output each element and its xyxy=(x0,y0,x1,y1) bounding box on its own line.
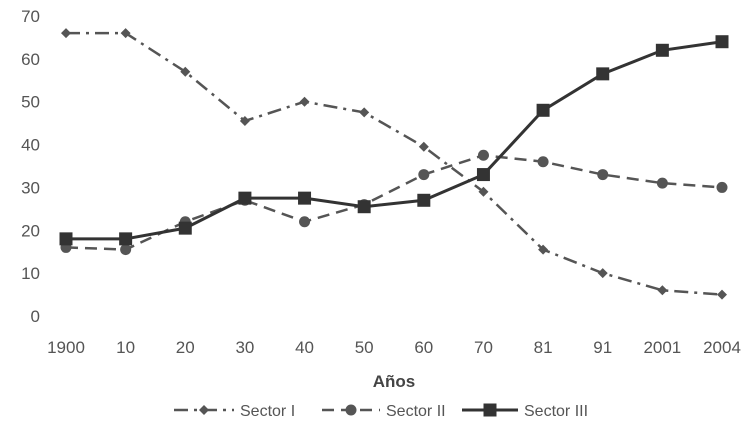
data-point xyxy=(656,177,668,189)
data-point xyxy=(596,67,610,81)
y-tick-label: 10 xyxy=(21,264,40,283)
data-point xyxy=(180,66,191,77)
data-point xyxy=(536,103,550,117)
data-point xyxy=(657,285,668,296)
data-point xyxy=(715,35,729,49)
x-tick-label: 60 xyxy=(414,338,433,357)
data-point xyxy=(178,221,192,235)
x-tick-label: 50 xyxy=(355,338,374,357)
data-point xyxy=(299,216,311,228)
y-tick-label: 40 xyxy=(21,136,40,155)
data-point xyxy=(119,232,133,246)
data-point xyxy=(417,193,431,207)
data-point xyxy=(476,168,490,182)
x-tick-label: 40 xyxy=(295,338,314,357)
data-point xyxy=(655,43,669,57)
x-tick-label: 91 xyxy=(593,338,612,357)
legend-item: Sector I xyxy=(174,403,295,420)
data-point xyxy=(59,232,73,246)
legend-label: Sector I xyxy=(240,403,295,420)
data-point xyxy=(537,156,549,168)
series-line xyxy=(66,40,723,241)
series-line xyxy=(65,154,723,251)
legend-marker xyxy=(345,404,357,416)
data-point xyxy=(418,169,430,181)
y-tick-label: 50 xyxy=(21,93,40,112)
data-point xyxy=(238,191,252,205)
data-point xyxy=(357,200,371,214)
data-point xyxy=(298,191,312,205)
x-axis-tick-labels: 1900 10 20 30 40 50 60 70 81 91 2001 2004 xyxy=(47,338,741,357)
series-line xyxy=(66,31,723,296)
y-tick-label: 70 xyxy=(21,7,40,26)
y-tick-label: 20 xyxy=(21,221,40,240)
data-point xyxy=(597,169,609,181)
data-point xyxy=(299,96,310,107)
x-tick-label: 20 xyxy=(176,338,195,357)
data-point xyxy=(597,268,608,279)
legend-label: Sector III xyxy=(524,403,588,420)
x-tick-label: 2004 xyxy=(703,338,741,357)
data-point xyxy=(717,289,727,300)
legend-item: Sector III xyxy=(462,403,588,420)
series-3 xyxy=(59,35,729,246)
data-point xyxy=(239,116,250,126)
series-layer xyxy=(59,28,729,300)
data-point xyxy=(61,28,71,39)
legend-marker xyxy=(483,403,497,417)
x-tick-label: 10 xyxy=(116,338,135,357)
data-point xyxy=(477,149,489,161)
series-1 xyxy=(61,28,727,300)
data-point xyxy=(120,244,132,256)
data-point xyxy=(418,141,429,152)
x-axis-title: Años xyxy=(373,372,416,391)
data-point xyxy=(359,107,370,118)
legend: Sector I Sector II Sector III xyxy=(174,403,588,420)
data-point xyxy=(538,244,549,255)
x-tick-label: 1900 xyxy=(47,338,85,357)
data-point xyxy=(120,28,131,39)
x-tick-label: 70 xyxy=(474,338,493,357)
x-tick-label: 30 xyxy=(235,338,254,357)
x-tick-label: 81 xyxy=(534,338,553,357)
legend-label: Sector II xyxy=(386,403,446,420)
data-point xyxy=(716,181,728,193)
legend-marker xyxy=(199,405,209,415)
legend-item: Sector II xyxy=(322,403,446,420)
y-axis-tick-labels: 0 10 20 30 40 50 60 70 xyxy=(21,7,40,326)
y-tick-label: 0 xyxy=(31,307,40,326)
y-tick-label: 30 xyxy=(21,178,40,197)
x-tick-label: 2001 xyxy=(643,338,681,357)
y-tick-label: 60 xyxy=(21,50,40,69)
data-point xyxy=(478,186,489,197)
